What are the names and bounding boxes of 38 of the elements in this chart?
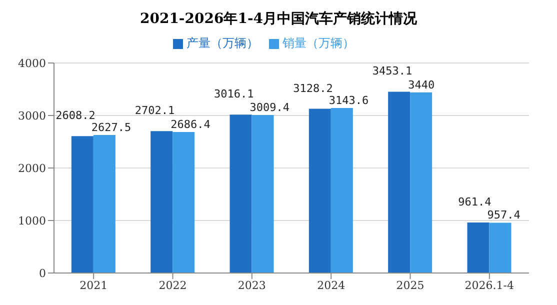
bar bbox=[150, 131, 173, 273]
data-label: 3143.6 bbox=[328, 94, 369, 107]
bar bbox=[410, 92, 432, 273]
data-label: 2702.1 bbox=[134, 104, 175, 118]
bar bbox=[330, 108, 353, 273]
data-label: 961.4 bbox=[458, 196, 492, 209]
legend-label: 销量（万辆） bbox=[282, 36, 354, 50]
data-label: 3453.1 bbox=[372, 64, 412, 78]
chart-title: 2021-2026年1-4月中国汽车产销统计情况 bbox=[138, 10, 418, 29]
data-label: 2686.4 bbox=[170, 118, 211, 131]
x-tick-label: 2023 bbox=[238, 278, 266, 292]
bar bbox=[467, 222, 490, 273]
x-tick-label: 2021 bbox=[80, 278, 108, 292]
y-tick-label: 0 bbox=[39, 266, 46, 280]
x-tick-label: 2022 bbox=[158, 278, 187, 292]
bar bbox=[71, 136, 94, 273]
bar bbox=[388, 92, 410, 273]
y-tick-label: 1000 bbox=[18, 214, 46, 228]
bar bbox=[230, 114, 252, 273]
legend-label: 产量（万辆） bbox=[186, 36, 258, 50]
bar bbox=[489, 222, 512, 273]
y-tick-label: 3000 bbox=[18, 109, 46, 122]
x-tick-label: 2025 bbox=[396, 278, 424, 292]
y-tick-label: 2000 bbox=[18, 162, 46, 175]
x-tick-label: 2026.1-4 bbox=[464, 278, 514, 292]
bar bbox=[308, 108, 331, 273]
y-tick-label: 4000 bbox=[18, 56, 46, 70]
data-label: 2608.2 bbox=[56, 109, 96, 122]
data-label: 2627.5 bbox=[91, 121, 132, 134]
data-label: 957.4 bbox=[487, 208, 521, 222]
data-label: 3016.1 bbox=[214, 88, 254, 101]
data-label: 3128.2 bbox=[293, 82, 333, 95]
x-tick-label: 2024 bbox=[317, 278, 346, 292]
data-label: 3440 bbox=[408, 78, 435, 92]
data-label: 3009.4 bbox=[250, 101, 290, 114]
bar bbox=[252, 115, 274, 273]
bar bbox=[93, 135, 116, 273]
bar bbox=[172, 132, 195, 273]
